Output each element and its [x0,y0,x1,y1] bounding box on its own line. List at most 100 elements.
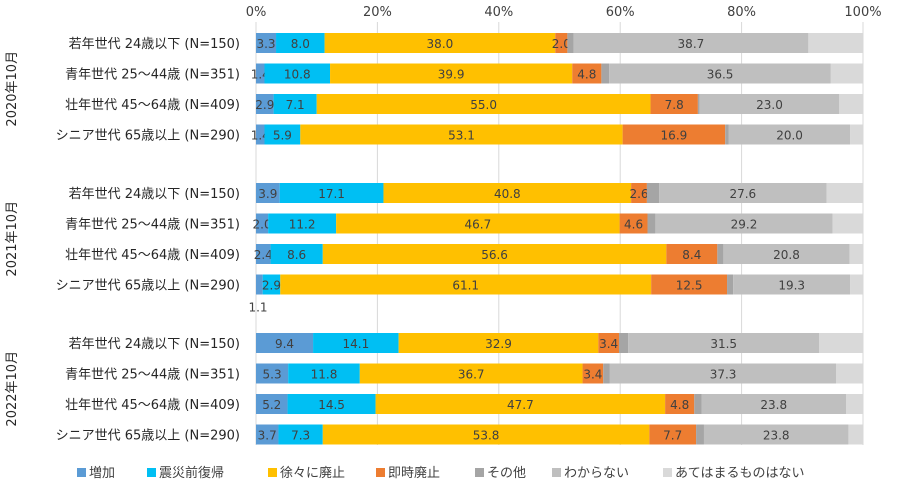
bar-segment [659,183,827,203]
data-label: 2.0 [253,218,272,232]
group-labels: 2020年10月 2021年10月 2022年10月 [5,51,20,427]
bar-segment [375,394,666,414]
bar-segment [383,183,632,203]
bar-segment [649,424,697,445]
x-tick-label: 40% [484,5,513,20]
bar-row: 9.4 14.1 32.9 3.4 31.5 [256,333,863,353]
data-label: 2.4 [254,248,273,262]
data-label: 3.4 [599,337,618,351]
legend-swatch [663,468,672,477]
bar-segment [819,333,863,353]
bar-segment [280,274,652,295]
bar-segment [697,94,700,114]
data-label: 5.9 [273,129,292,143]
bar-segment [256,244,271,264]
x-tick-label: 100% [844,5,881,20]
category-label: シニア世代 65歳以上 (N=290) [56,279,240,294]
data-label: 8.4 [682,248,701,262]
group-label: 2021年10月 [5,201,20,277]
category-label: 若年世代 24歳以下 (N=150) [69,336,240,352]
data-label: 36.5 [707,68,734,82]
bar-segment [808,33,863,53]
bar-segment [666,244,718,264]
data-label: 16.9 [661,129,688,143]
bar-segment [256,394,288,414]
bar-row: 3.9 17.1 40.8 2.6 27.6 [256,183,863,203]
bar-segment [622,124,726,145]
data-label: 3.7 [258,429,277,443]
data-label: 38.7 [678,37,705,51]
legend-label: その他 [487,466,526,481]
data-label: 2.9 [255,98,274,112]
bar-segment [665,394,695,414]
data-label: 23.8 [760,398,787,412]
bar-segment [582,363,604,384]
x-tick-label: 0% [246,5,267,20]
legend-swatch [376,468,385,477]
bar-segment [601,63,610,84]
bar-segment [846,394,863,414]
data-label: 3.3 [256,37,275,51]
data-label: 8.6 [287,248,306,262]
legend-label: 震災前復帰 [159,465,224,481]
bar-segment [849,244,863,264]
bar-segment [288,363,360,384]
bar-segment [300,124,623,145]
bar-segment [609,363,837,384]
category-label: シニア世代 65歳以上 (N=290) [56,429,240,444]
bar-segment [836,363,863,384]
bar-segment [609,63,831,84]
bar-segment [256,424,279,445]
bar-row: 2.4 8.6 56.6 8.4 20.8 [254,244,863,264]
legend-item: 徐々に廃止 [268,465,345,481]
bar-segment [270,244,323,264]
x-axis-tick-labels: 0% 20% 40% 60% 80% 100% [246,5,882,20]
data-label: 32.9 [485,337,512,351]
legend-item: あてはまるものはない [663,466,804,481]
data-label: 20.8 [773,248,800,262]
bar-segment [264,63,331,84]
bar-segment [850,274,863,295]
data-label: 1.1 [248,301,267,315]
bar-segment [839,94,863,114]
x-tick-label: 80% [727,5,756,20]
bar-segment [717,244,724,264]
data-label: 37.3 [710,368,737,382]
category-label: 壮年世代 45～64歳 (N=409) [65,398,240,413]
category-label: 青年世代 25～44歳 (N=351) [65,68,240,83]
bar-segment [619,213,648,234]
bar-segment [256,63,265,84]
data-label: 7.7 [663,429,682,443]
bar-segment [826,183,863,203]
data-label: 2.0 [552,37,571,51]
bar-segment [322,424,650,445]
bar-row: 2.9 7.1 55.0 7.8 23.0 [255,94,863,114]
bar-segment [256,363,289,384]
data-label: 8.0 [291,37,310,51]
bar-segment [618,333,629,353]
data-label: 17.1 [318,187,345,201]
data-label: 31.5 [710,337,737,351]
bar-segment [256,333,314,353]
data-label: 23.8 [763,429,790,443]
bar-segment [322,244,667,264]
x-tick-label: 20% [363,5,392,20]
bar-segment [256,183,280,203]
legend: 増加 震災前復帰 徐々に廃止 即時廃止 その他 わからない あてはまるものはない [77,465,804,481]
bar-segment [651,274,728,295]
bar-segment [830,63,863,84]
data-label: 53.1 [448,129,475,143]
x-tick-label: 60% [606,5,635,20]
bar-segment [646,183,660,203]
bar-row: 5.3 11.8 36.7 3.4 37.3 [256,363,863,384]
bar-segment [330,63,573,84]
bar-row: 2.0 11.2 46.7 4.6 29.2 [253,213,863,234]
bar-segment [832,213,863,234]
bar-segment [278,424,323,445]
data-label: 39.9 [438,68,465,82]
bar-segment [696,424,704,445]
legend-item: 即時廃止 [376,465,440,481]
bar-segment [273,94,317,114]
bar-segment [725,124,729,145]
data-label: 5.3 [263,368,282,382]
